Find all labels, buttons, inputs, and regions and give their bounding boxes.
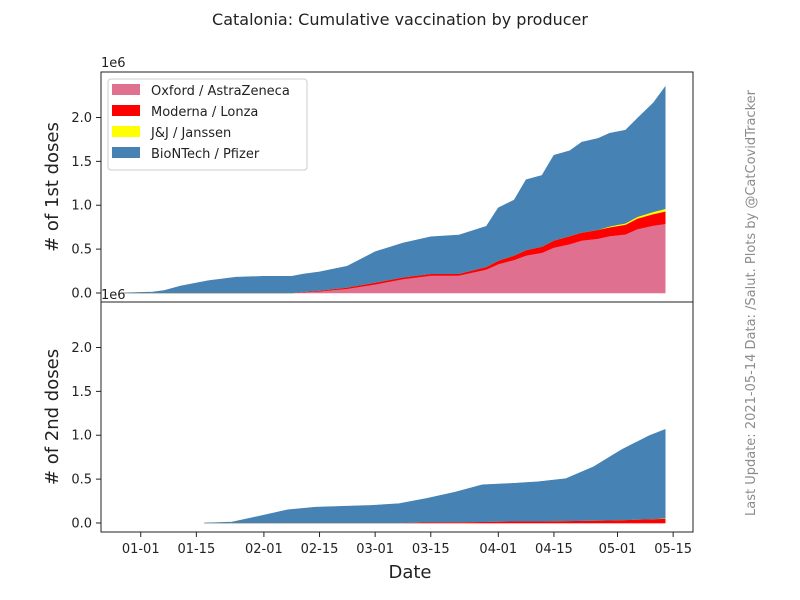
y-tick-label: 0.5 [71, 473, 92, 488]
y-tick-label: 2.0 [71, 341, 92, 356]
x-tick-label: 04-15 [535, 542, 573, 557]
first-dose-multiplier: 1e6 [101, 56, 126, 71]
second-dose-y-ticks: 0.0 0.5 1.0 1.5 2.0 [71, 341, 101, 532]
x-tick-label: 01-01 [122, 542, 160, 557]
chart-title: Catalonia: Cumulative vaccination by pro… [212, 10, 588, 29]
first-dose-y-ticks: 0.0 0.5 1.0 1.5 2.0 [71, 111, 101, 302]
y-tick-label: 0.5 [71, 243, 92, 258]
legend-swatch-pfizer [112, 147, 140, 158]
x-tick-label: 03-15 [412, 542, 450, 557]
y-tick-label: 0.0 [71, 517, 92, 532]
legend: Oxford / AstraZeneca Moderna / Lonza J&J… [107, 78, 308, 171]
x-tick-label: 02-15 [301, 542, 339, 557]
legend-label-pfizer: BioNTech / Pfizer [151, 147, 260, 162]
second-dose-plot-frame [100, 301, 694, 533]
x-axis-label: Date [388, 562, 431, 583]
legend-swatch-moderna [112, 105, 140, 116]
x-axis-ticks: 01-01 01-15 02-01 02-15 03-01 03-15 04-01 04-15… [122, 532, 692, 557]
first-dose-panel: 0.0 0.5 1.0 1.5 2.0 1e6 # of 1st doses Oxfor… [42, 56, 694, 303]
first-dose-areas [120, 85, 666, 294]
y-tick-label: 1.5 [71, 155, 92, 170]
y-tick-label: 1.0 [71, 429, 92, 444]
area-biontech-pfizer-panel2 [204, 429, 666, 524]
x-tick-label: 05-15 [654, 542, 692, 557]
x-tick-label: 05-01 [599, 542, 637, 557]
second-dose-multiplier: 1e6 [101, 288, 126, 303]
legend-label-janssen: J&J / Janssen [150, 126, 231, 141]
x-tick-label: 03-01 [356, 542, 394, 557]
first-dose-y-axis-label: # of 1st doses [42, 122, 63, 252]
x-tick-label: 02-01 [245, 542, 283, 557]
y-tick-label: 0.0 [71, 287, 92, 302]
y-tick-label: 1.5 [71, 385, 92, 400]
legend-box [107, 78, 308, 171]
update-and-credit-note: Last Update: 2021-05-14 Data: /Salut. Pl… [744, 89, 759, 516]
x-tick-label: 04-01 [479, 542, 517, 557]
y-tick-label: 2.0 [71, 111, 92, 126]
second-dose-areas [204, 429, 666, 524]
area-biontech-pfizer-panel1 [120, 85, 666, 294]
legend-swatch-janssen [112, 126, 140, 137]
second-dose-panel: 0.0 0.5 1.0 1.5 2.0 1e6 # of 2nd doses [42, 288, 694, 533]
legend-label-moderna: Moderna / Lonza [151, 105, 258, 120]
legend-label-astrazeneca: Oxford / AstraZeneca [151, 84, 290, 99]
y-tick-label: 1.0 [71, 199, 92, 214]
legend-swatch-astrazeneca [112, 84, 140, 95]
second-dose-y-axis-label: # of 2nd doses [42, 349, 63, 485]
x-tick-label: 01-15 [177, 542, 215, 557]
